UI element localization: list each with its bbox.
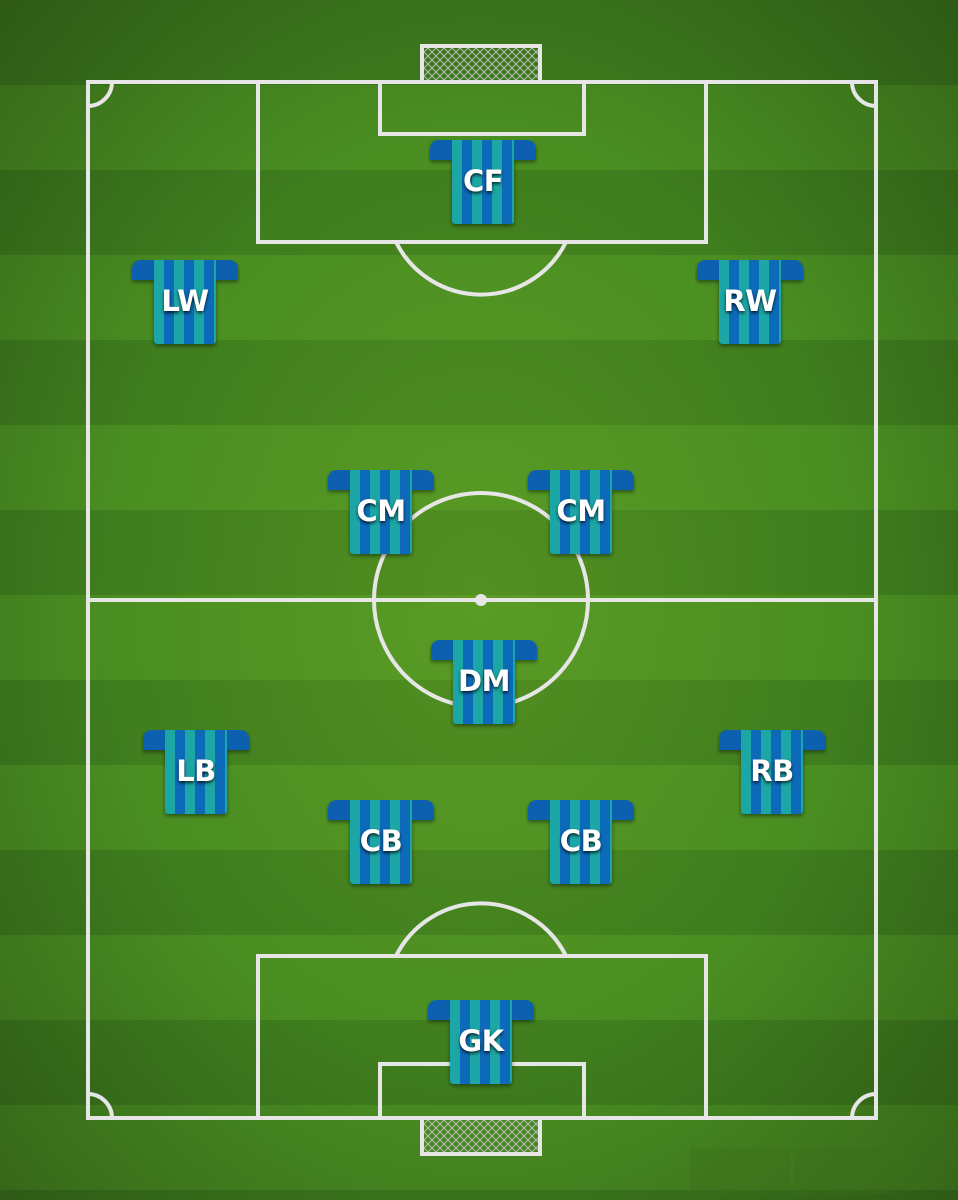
position-label: CM [556, 494, 606, 528]
player-gk[interactable]: GK [426, 1000, 536, 1090]
player-rb[interactable]: RB [717, 730, 827, 820]
top-goal-area [378, 80, 586, 136]
shade-block [690, 1148, 790, 1194]
position-label: CB [359, 824, 403, 858]
player-cf[interactable]: CF [428, 140, 538, 230]
top-goal [420, 44, 542, 84]
player-dm[interactable]: DM [429, 640, 539, 730]
bottom-penalty-arc [394, 901, 568, 957]
center-spot [475, 594, 487, 606]
position-label: LB [176, 754, 216, 788]
player-lw[interactable]: LW [130, 260, 240, 350]
top-penalty-arc [394, 241, 568, 297]
position-label: CM [356, 494, 406, 528]
player-cm-right[interactable]: CM [526, 470, 636, 560]
shade-block [794, 1148, 894, 1194]
player-cb-left[interactable]: CB [326, 800, 436, 890]
corner-arc-top-right [850, 81, 877, 108]
position-label: RB [750, 754, 794, 788]
position-label: DM [458, 664, 510, 698]
position-label: GK [458, 1024, 504, 1058]
bottom-goal [420, 1116, 542, 1156]
player-lb[interactable]: LB [141, 730, 251, 820]
position-label: CF [462, 164, 504, 198]
position-label: RW [723, 284, 777, 318]
corner-arc-top-left [87, 81, 114, 108]
corner-arc-bottom-left [87, 1092, 114, 1119]
position-label: LW [161, 284, 209, 318]
player-rw[interactable]: RW [695, 260, 805, 350]
corner-arc-bottom-right [850, 1092, 877, 1119]
player-cm-left[interactable]: CM [326, 470, 436, 560]
position-label: CB [559, 824, 603, 858]
player-cb-right[interactable]: CB [526, 800, 636, 890]
